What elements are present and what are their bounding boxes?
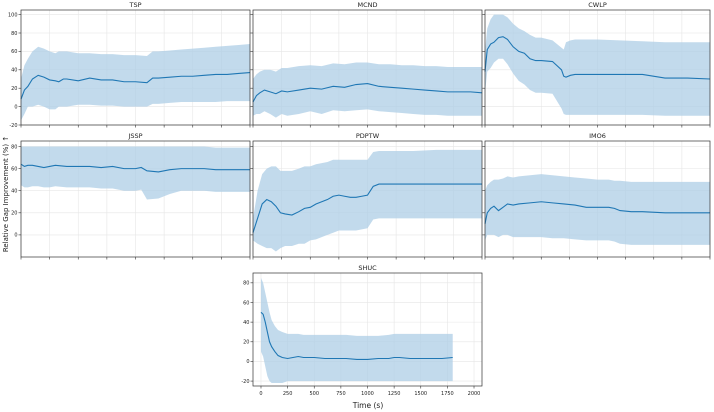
panel-jssp: JSSP 0 20 40 60 80 bbox=[11, 132, 251, 260]
x-tick-label: 500 bbox=[309, 391, 319, 397]
mean-line-jssp bbox=[20, 163, 250, 173]
y-tick-label: 100 bbox=[8, 12, 18, 18]
y-tick-label: 20 bbox=[243, 340, 249, 346]
y-tick-label: 40 bbox=[243, 320, 249, 326]
panel-shuc: SHUC 0 250 500 750 1000 1250 1500 1750 2000 -20 0 20… bbox=[241, 264, 483, 397]
confidence-band-pdptw bbox=[253, 149, 482, 252]
y-axis-label: Relative Gap Improvement (%) ↑ bbox=[2, 136, 10, 252]
panel-tsp: TSP -20 0 20 40 60 80 100 bbox=[8, 1, 251, 129]
y-tick-label: 40 bbox=[11, 68, 17, 74]
y-tick-label: 80 bbox=[11, 144, 17, 150]
x-tick-label: 750 bbox=[336, 391, 346, 397]
panel-title-tsp: TSP bbox=[128, 1, 141, 9]
confidence-band-mcnd bbox=[253, 62, 482, 118]
panel-title-pdptw: PDPTW bbox=[356, 132, 380, 140]
y-tick-label: 20 bbox=[11, 211, 17, 217]
x-tick-label: 1750 bbox=[441, 391, 454, 397]
x-tick-label: 1000 bbox=[361, 391, 374, 397]
x-tick-label: 1500 bbox=[414, 391, 427, 397]
mean-line-cwlp bbox=[484, 36, 711, 80]
panel-pdptw: PDPTW bbox=[250, 132, 483, 260]
mean-line-mcnd bbox=[252, 83, 483, 103]
mean-line-imo6 bbox=[484, 201, 710, 224]
y-tick-label: 40 bbox=[11, 189, 17, 195]
confidence-band-cwlp bbox=[485, 14, 710, 116]
y-tick-label: 20 bbox=[11, 86, 17, 92]
confidence-band-shuc bbox=[260, 277, 453, 384]
y-tick-label: -20 bbox=[241, 379, 249, 385]
confidence-band-jssp bbox=[21, 146, 250, 200]
y-tick-label: 0 bbox=[14, 233, 17, 239]
x-tick-label: 250 bbox=[283, 391, 293, 397]
mean-line-tsp bbox=[20, 72, 251, 100]
confidence-band-imo6 bbox=[485, 174, 710, 245]
y-tick-label: 80 bbox=[11, 31, 17, 37]
panel-title-shuc: SHUC bbox=[358, 264, 377, 272]
x-axis-label: Time (s) bbox=[352, 401, 384, 410]
panel-title-mcnd: MCND bbox=[357, 1, 377, 9]
x-tick-label: 0 bbox=[259, 391, 262, 397]
y-tick-label: 0 bbox=[14, 104, 17, 110]
panel-imo6: IMO6 bbox=[482, 132, 711, 260]
panel-mcnd: MCND bbox=[250, 1, 483, 128]
panel-cwlp: CWLP bbox=[482, 1, 711, 128]
panel-title-cwlp: CWLP bbox=[588, 1, 607, 9]
y-tick-label: 60 bbox=[11, 49, 17, 55]
mean-line-pdptw bbox=[252, 183, 482, 233]
subplot-grid: TSP -20 0 20 40 60 80 100 MCND CWLP JSSP 0 20 40 60 80 P… bbox=[8, 1, 711, 397]
y-tick-label: 60 bbox=[11, 166, 17, 172]
y-tick-label: 60 bbox=[243, 300, 249, 306]
y-tick-label: -20 bbox=[9, 123, 17, 129]
mean-line-shuc bbox=[260, 311, 453, 361]
x-tick-label: 2000 bbox=[468, 391, 481, 397]
y-tick-label: 80 bbox=[243, 281, 249, 287]
y-tick-label: 0 bbox=[246, 359, 249, 365]
x-tick-label: 1250 bbox=[388, 391, 401, 397]
panel-title-imo6: IMO6 bbox=[589, 132, 606, 140]
panel-title-jssp: JSSP bbox=[127, 132, 142, 140]
